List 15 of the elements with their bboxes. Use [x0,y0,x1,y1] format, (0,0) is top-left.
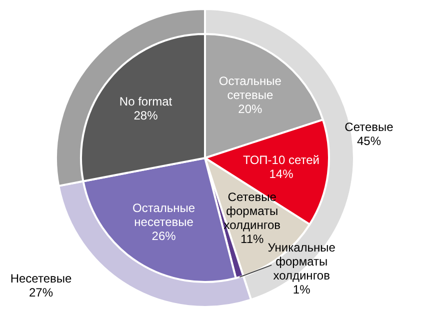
slice-label: Сетевые [344,120,394,134]
slice-label: Уникальные форматы холдингов [268,240,336,282]
data-label: 1% [292,282,311,296]
slice-label: Несетевые [10,272,72,286]
data-label: 26% [152,229,176,244]
data-label: 14% [269,166,294,181]
slice-label: Остальные сетевые [218,74,282,102]
data-label: 11% [240,232,264,246]
slice-label: ТОП-10 сетей [243,152,320,167]
data-label: 20% [238,102,263,116]
data-label: 45% [356,134,382,148]
slice-label: Остальные несетевые [132,201,196,230]
data-label: 27% [28,286,54,300]
slice-label: No format [119,94,173,108]
data-label: 28% [134,108,158,122]
